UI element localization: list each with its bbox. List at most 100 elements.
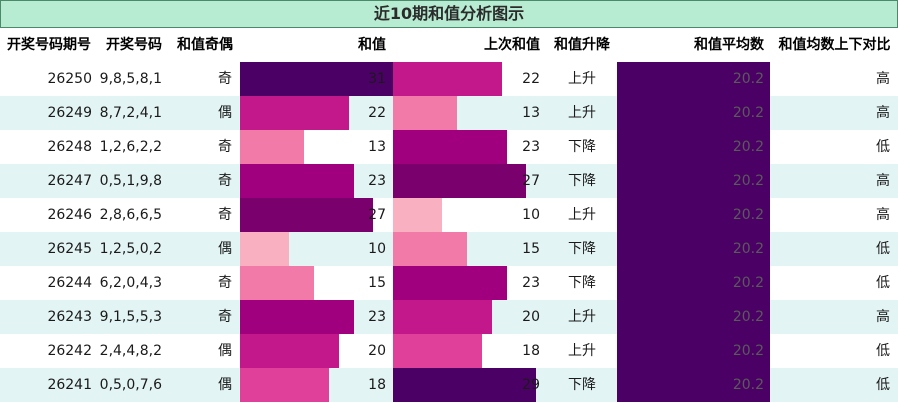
average-compare-cell: 低 <box>876 377 890 393</box>
average-cell: 20.2 <box>732 207 764 223</box>
issue-cell: 26245 <box>47 241 92 257</box>
parity-cell: 偶 <box>218 241 232 257</box>
table-row: 26249 8,7,2,4,1 偶 22 13 上升 20.2 高 <box>0 96 898 130</box>
sum-bar <box>240 368 329 402</box>
average-compare-cell: 低 <box>876 139 890 155</box>
average-cell: 20.2 <box>732 105 764 121</box>
prev-sum-bar <box>393 62 502 96</box>
trend-cell: 下降 <box>568 139 596 155</box>
average-cell: 20.2 <box>732 343 764 359</box>
issue-cell: 26247 <box>47 173 92 189</box>
parity-cell: 偶 <box>218 343 232 359</box>
numbers-cell: 1,2,6,2,2 <box>99 139 162 155</box>
sum-cell: 10 <box>368 241 386 257</box>
trend-cell: 下降 <box>568 241 596 257</box>
sum-bar <box>240 266 314 300</box>
sum-bar <box>240 198 373 232</box>
average-cell: 20.2 <box>732 309 764 325</box>
header-parity: 和值奇偶 <box>177 37 233 53</box>
numbers-cell: 0,5,1,9,8 <box>99 173 162 189</box>
average-cell: 20.2 <box>732 241 764 257</box>
average-bar <box>617 368 770 402</box>
average-bar <box>617 198 770 232</box>
average-cell: 20.2 <box>732 139 764 155</box>
prev-sum-cell: 15 <box>522 241 540 257</box>
sum-cell: 27 <box>368 207 386 223</box>
average-cell: 20.2 <box>732 71 764 87</box>
prev-sum-cell: 23 <box>522 275 540 291</box>
sum-cell: 18 <box>368 377 386 393</box>
parity-cell: 偶 <box>218 377 232 393</box>
prev-sum-bar <box>393 232 467 266</box>
average-compare-cell: 高 <box>876 207 890 223</box>
prev-sum-bar <box>393 96 457 130</box>
header-average-compare: 和值均数上下对比 <box>778 37 891 53</box>
trend-cell: 下降 <box>568 377 596 393</box>
parity-cell: 奇 <box>218 309 232 325</box>
average-compare-cell: 低 <box>876 275 890 291</box>
average-cell: 20.2 <box>732 275 764 291</box>
parity-cell: 奇 <box>218 139 232 155</box>
average-bar <box>617 300 770 334</box>
sum-bar <box>240 96 349 130</box>
average-bar <box>617 164 770 198</box>
table-row: 26242 2,4,4,8,2 偶 20 18 上升 20.2 低 <box>0 334 898 368</box>
table-row: 26246 2,8,6,6,5 奇 27 10 上升 20.2 高 <box>0 198 898 232</box>
trend-cell: 上升 <box>568 309 596 325</box>
numbers-cell: 2,8,6,6,5 <box>99 207 162 223</box>
sum-cell: 20 <box>368 343 386 359</box>
trend-cell: 上升 <box>568 105 596 121</box>
average-cell: 20.2 <box>732 173 764 189</box>
sum-cell: 23 <box>368 309 386 325</box>
issue-cell: 26241 <box>47 377 92 393</box>
header-sum: 和值 <box>358 37 386 53</box>
page-title: 近10期和值分析图示 <box>0 0 898 28</box>
header-average: 和值平均数 <box>694 37 764 53</box>
numbers-cell: 1,2,5,0,2 <box>99 241 162 257</box>
prev-sum-cell: 18 <box>522 343 540 359</box>
header-trend: 和值升降 <box>554 37 610 53</box>
prev-sum-bar <box>393 164 526 198</box>
prev-sum-bar <box>393 300 492 334</box>
prev-sum-cell: 13 <box>522 105 540 121</box>
parity-cell: 奇 <box>218 207 232 223</box>
issue-cell: 26242 <box>47 343 92 359</box>
table-row: 26248 1,2,6,2,2 奇 13 23 下降 20.2 低 <box>0 130 898 164</box>
prev-sum-cell: 23 <box>522 139 540 155</box>
numbers-cell: 9,8,5,8,1 <box>99 71 162 87</box>
average-compare-cell: 低 <box>876 241 890 257</box>
trend-cell: 下降 <box>568 173 596 189</box>
issue-cell: 26246 <box>47 207 92 223</box>
numbers-cell: 0,5,0,7,6 <box>99 377 162 393</box>
sum-cell: 13 <box>368 139 386 155</box>
average-bar <box>617 232 770 266</box>
average-compare-cell: 高 <box>876 309 890 325</box>
prev-sum-bar <box>393 130 507 164</box>
prev-sum-bar <box>393 334 482 368</box>
table-row: 26247 0,5,1,9,8 奇 23 27 下降 20.2 高 <box>0 164 898 198</box>
parity-cell: 奇 <box>218 71 232 87</box>
sum-bar <box>240 130 304 164</box>
prev-sum-cell: 22 <box>522 71 540 87</box>
trend-cell: 下降 <box>568 275 596 291</box>
sum-bar <box>240 334 339 368</box>
prev-sum-bar <box>393 198 442 232</box>
parity-cell: 偶 <box>218 105 232 121</box>
header-numbers: 开奖号码 <box>106 37 162 53</box>
prev-sum-bar <box>393 368 536 402</box>
numbers-cell: 9,1,5,5,3 <box>99 309 162 325</box>
prev-sum-cell: 20 <box>522 309 540 325</box>
average-bar <box>617 62 770 96</box>
prev-sum-cell: 10 <box>522 207 540 223</box>
parity-cell: 奇 <box>218 275 232 291</box>
numbers-cell: 6,2,0,4,3 <box>99 275 162 291</box>
header-prev-sum: 上次和值 <box>484 37 540 53</box>
average-cell: 20.2 <box>732 377 764 393</box>
table-row: 26245 1,2,5,0,2 偶 10 15 下降 20.2 低 <box>0 232 898 266</box>
trend-cell: 上升 <box>568 343 596 359</box>
numbers-cell: 2,4,4,8,2 <box>99 343 162 359</box>
average-compare-cell: 高 <box>876 105 890 121</box>
issue-cell: 26250 <box>47 71 92 87</box>
average-bar <box>617 96 770 130</box>
